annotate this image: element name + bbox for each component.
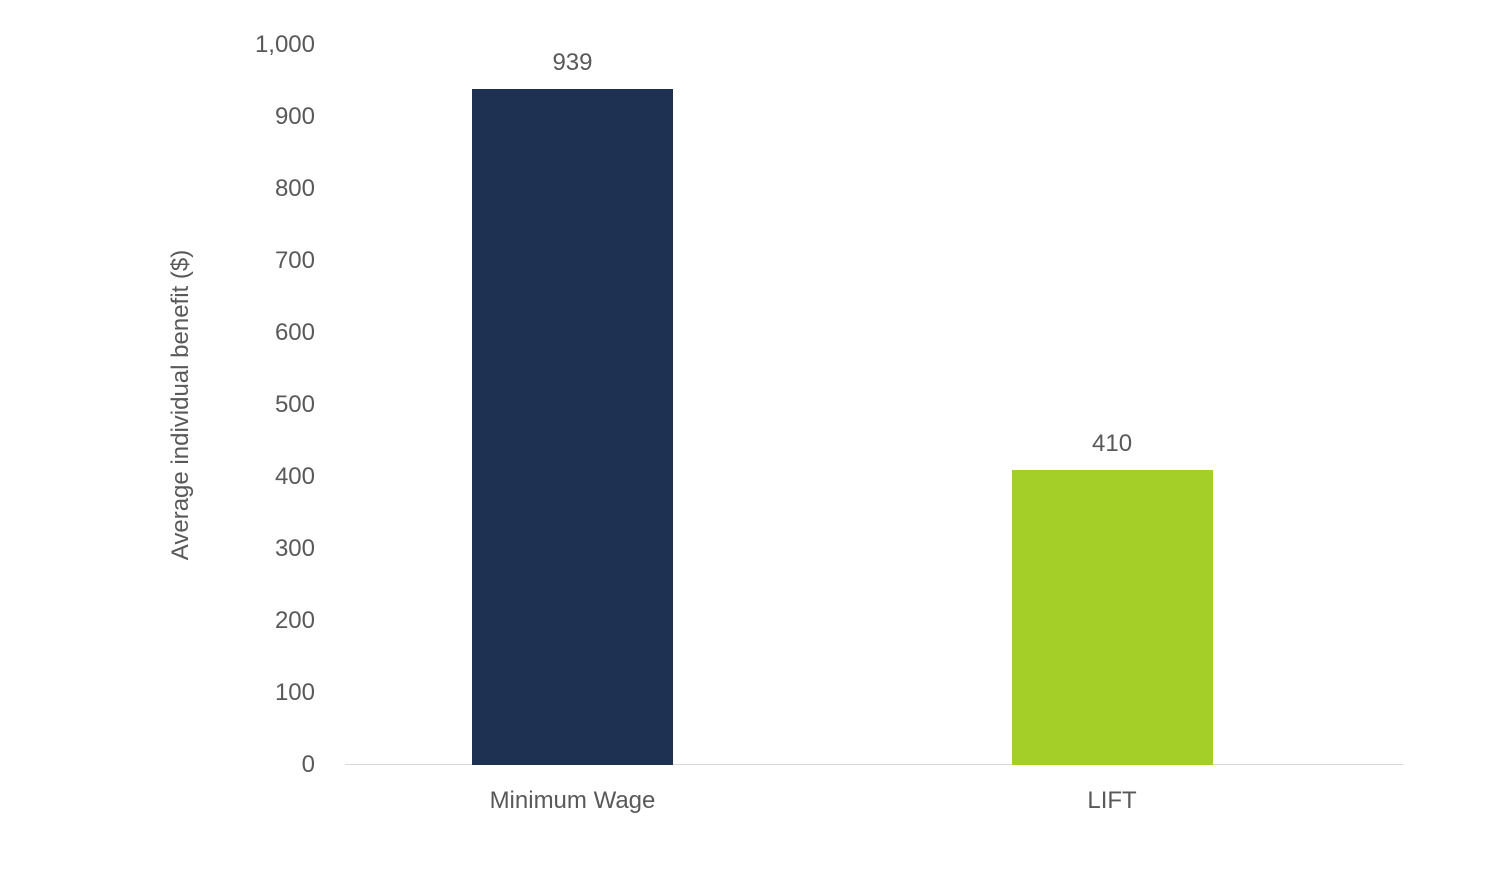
y-tick-label: 800	[275, 175, 315, 203]
y-tick-label: 400	[275, 463, 315, 491]
bar	[1012, 470, 1213, 765]
y-tick-label: 1,000	[255, 31, 315, 59]
y-tick-label: 300	[275, 535, 315, 563]
bar-value-label: 410	[1092, 430, 1132, 458]
bar-value-label: 939	[552, 49, 592, 77]
y-tick-label: 500	[275, 391, 315, 419]
y-tick-label: 700	[275, 247, 315, 275]
y-tick-label: 0	[302, 751, 315, 779]
bar	[472, 89, 673, 765]
x-category-label: Minimum Wage	[490, 787, 656, 815]
x-category-label: LIFT	[1087, 787, 1136, 815]
y-tick-label: 900	[275, 103, 315, 131]
bar-chart: Average individual benefit ($) 0 100 200 30…	[0, 0, 1500, 869]
y-axis-title: Average individual benefit ($)	[167, 250, 195, 560]
y-tick-label: 200	[275, 607, 315, 635]
plot-area	[345, 45, 1403, 765]
y-tick-label: 100	[275, 679, 315, 707]
y-tick-label: 600	[275, 319, 315, 347]
